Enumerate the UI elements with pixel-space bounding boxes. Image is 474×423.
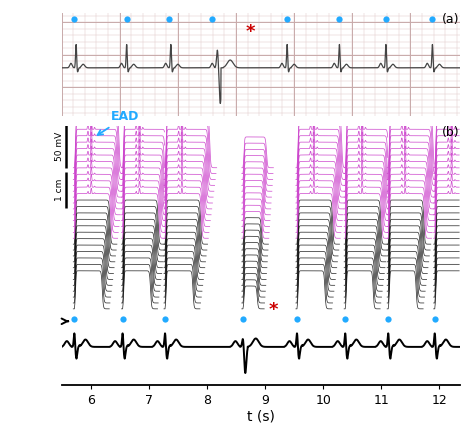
Text: *: * xyxy=(246,23,255,41)
Text: 1 cm: 1 cm xyxy=(55,179,64,201)
Text: (b): (b) xyxy=(442,126,460,138)
X-axis label: t (s): t (s) xyxy=(247,410,274,423)
Text: *: * xyxy=(269,301,279,319)
Text: EAD: EAD xyxy=(98,110,139,135)
Text: 50 mV: 50 mV xyxy=(55,132,64,161)
Text: (a): (a) xyxy=(442,13,460,26)
